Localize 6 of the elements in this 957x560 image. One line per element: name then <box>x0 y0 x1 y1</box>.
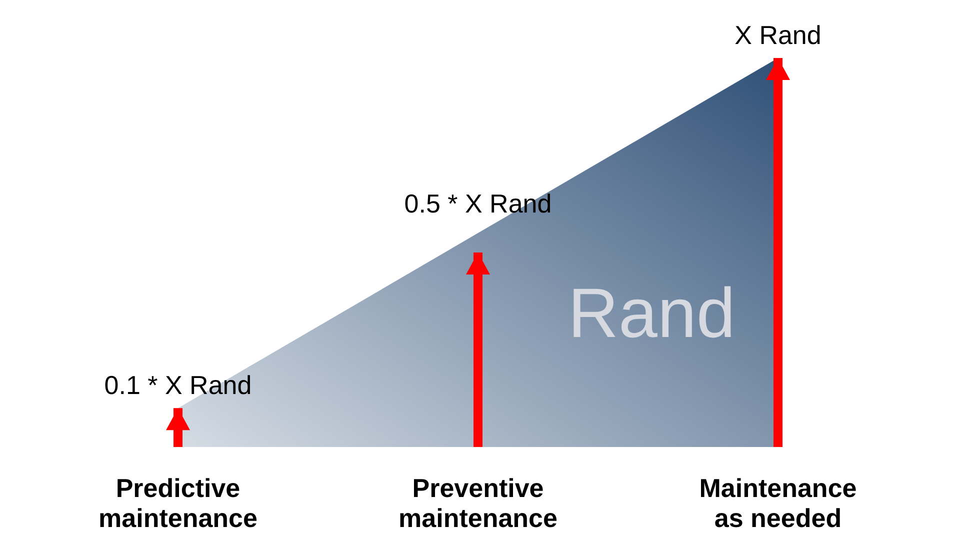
x-tick-label: Predictive maintenance <box>98 473 258 533</box>
data-label: 0.1 * X Rand <box>104 370 252 400</box>
annotation: Rand <box>568 273 736 353</box>
x-tick-label: Maintenance as needed <box>699 473 857 533</box>
data-label: X Rand <box>734 20 822 50</box>
x-tick-label: Preventive maintenance <box>398 473 558 533</box>
